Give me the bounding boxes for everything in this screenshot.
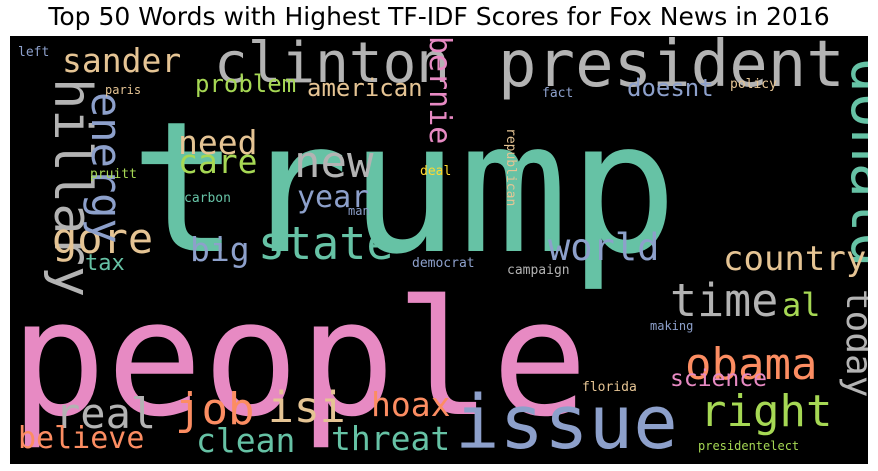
word-believe: believe <box>18 421 144 456</box>
word-donald: donald <box>838 58 868 268</box>
word-world: world <box>548 226 659 269</box>
word-florida: florida <box>582 380 637 395</box>
word-president: president <box>498 36 845 102</box>
word-democrat: democrat <box>412 256 475 271</box>
word-republican: republican <box>503 128 518 206</box>
word-cloud-background <box>10 36 868 464</box>
word-science: science <box>670 366 767 392</box>
word-time: time <box>670 274 778 327</box>
word-energy: energy <box>82 92 131 244</box>
word-doesnt: doesnt <box>627 74 714 102</box>
word-isi: isi <box>268 383 346 433</box>
word-care: care <box>178 142 257 181</box>
word-state: state <box>258 217 393 270</box>
word-trump: trump <box>130 82 678 294</box>
word-campaign: campaign <box>507 263 570 278</box>
word-making: making <box>650 319 693 333</box>
word-country: country <box>723 239 866 279</box>
word-today: today <box>838 289 868 397</box>
word-pruitt: pruitt <box>90 167 137 182</box>
word-sander: sander <box>62 41 181 80</box>
word-need: need <box>178 123 257 162</box>
word-people: people <box>10 265 588 452</box>
word-year: year <box>297 180 369 215</box>
word-policy: policy <box>730 77 777 92</box>
word-al: al <box>782 286 821 324</box>
word-obama: obama <box>685 339 817 390</box>
word-job: job <box>175 384 254 435</box>
word-big: big <box>190 230 250 269</box>
word-man: man <box>348 204 370 218</box>
word-new: new <box>294 137 374 188</box>
word-presidentelect: presidentelect <box>698 439 799 453</box>
chart-title: Top 50 Words with Highest TF-IDF Scores … <box>48 2 830 31</box>
word-paris: paris <box>105 83 141 97</box>
word-right: right <box>700 386 832 437</box>
word-bernie: bernie <box>422 36 457 144</box>
word-hoax: hoax <box>371 385 450 424</box>
word-hillary: hillary <box>42 78 102 297</box>
word-gore: gore <box>52 214 153 263</box>
word-problem: problem <box>195 70 296 98</box>
word-american: american <box>307 74 423 102</box>
word-threat: threat <box>331 419 450 458</box>
word-clean: clean <box>196 421 295 460</box>
word-real: real <box>55 389 156 438</box>
word-tax: tax <box>85 251 125 276</box>
word-issue: issue <box>455 380 678 464</box>
word-deal: deal <box>420 164 451 179</box>
word-left: left <box>18 45 49 60</box>
word-clinton: clinton <box>214 36 450 96</box>
word-fact: fact <box>542 86 573 101</box>
word-carbon: carbon <box>184 191 231 206</box>
